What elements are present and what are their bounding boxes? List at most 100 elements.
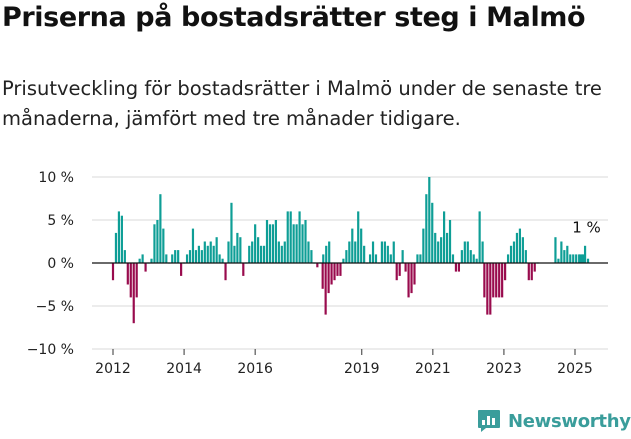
bar — [203, 241, 206, 263]
bar — [322, 254, 325, 263]
bar — [533, 263, 536, 272]
bar — [224, 263, 227, 281]
bar — [236, 232, 239, 263]
bar — [560, 241, 563, 263]
bar — [478, 211, 481, 263]
bar — [448, 220, 452, 263]
bar — [218, 254, 221, 263]
bar — [230, 202, 233, 263]
bar — [509, 245, 513, 263]
bar — [345, 250, 348, 263]
bar — [495, 263, 498, 298]
bar — [324, 263, 327, 315]
brand-logo: Newsworthy — [476, 406, 631, 436]
bar — [569, 254, 572, 263]
bar — [368, 254, 372, 263]
bar — [257, 237, 260, 263]
x-axis: 2012 2014 2016 2019 2021 2023 2025 — [95, 349, 593, 377]
bar — [248, 245, 251, 263]
bar — [563, 250, 566, 263]
bar — [262, 245, 266, 263]
bar — [501, 263, 504, 298]
bar — [530, 263, 533, 281]
y-tick-label: 5 % — [47, 213, 74, 229]
bar — [242, 263, 245, 276]
bar — [575, 254, 578, 263]
bar — [298, 211, 301, 263]
bar — [316, 263, 319, 268]
bar — [398, 263, 401, 276]
bar — [212, 245, 215, 263]
bar — [227, 241, 230, 263]
bar — [333, 263, 336, 281]
bar — [194, 250, 198, 263]
bar — [348, 241, 351, 263]
bar — [579, 254, 582, 263]
bar — [328, 241, 331, 263]
bar — [295, 224, 298, 263]
y-tick-label: 0 % — [47, 256, 74, 272]
bar — [422, 228, 425, 263]
newsworthy-logo-icon — [478, 410, 500, 432]
bar — [215, 237, 218, 263]
bar — [504, 263, 507, 281]
bar — [416, 254, 419, 263]
bar — [524, 250, 527, 263]
bar — [135, 263, 138, 298]
bar — [466, 241, 469, 263]
x-tick-label: 2025 — [557, 361, 593, 377]
bar — [386, 245, 389, 263]
bar — [188, 250, 192, 263]
bar — [483, 263, 486, 298]
bar — [566, 245, 569, 263]
bar — [206, 245, 209, 263]
bar — [200, 250, 203, 263]
annotation: 1 % — [572, 218, 601, 236]
bar — [469, 250, 472, 263]
bar — [518, 228, 522, 263]
bar — [434, 232, 437, 263]
bar — [280, 245, 283, 263]
bar — [445, 232, 449, 263]
bar — [209, 241, 212, 263]
bar — [197, 245, 200, 263]
bar — [437, 241, 440, 263]
bar — [132, 263, 135, 324]
bar — [304, 220, 307, 263]
bar — [582, 254, 585, 263]
bar — [141, 254, 144, 263]
bar — [489, 263, 492, 315]
bar — [486, 263, 489, 315]
bar — [114, 232, 118, 263]
bar — [126, 263, 129, 285]
bar — [274, 220, 277, 263]
bar — [144, 263, 147, 272]
bar — [277, 241, 280, 263]
x-tick-label: 2012 — [95, 361, 131, 377]
bar — [339, 263, 342, 276]
bar — [554, 237, 557, 263]
bar — [506, 254, 510, 263]
bar — [407, 263, 410, 298]
chart-title: Priserna på bostadsrätter steg i Malmö — [2, 2, 586, 33]
brand-name: Newsworthy — [508, 410, 631, 432]
bar — [572, 254, 575, 263]
bars — [111, 177, 590, 324]
bar — [150, 258, 153, 263]
bar — [156, 220, 159, 263]
bar — [460, 250, 463, 263]
bar — [233, 245, 236, 263]
y-tick-label: −10 % — [27, 342, 74, 358]
bar — [389, 254, 392, 263]
bar — [481, 241, 484, 263]
bar — [327, 263, 330, 294]
bar — [307, 241, 310, 263]
bar — [360, 228, 363, 263]
bar — [586, 258, 590, 263]
bar — [527, 263, 530, 281]
bar — [265, 220, 269, 263]
bar — [191, 228, 195, 263]
bar — [342, 258, 345, 263]
bar — [454, 263, 458, 272]
y-axis: 10 % 5 % 0 % −5 % −10 % — [27, 170, 74, 358]
